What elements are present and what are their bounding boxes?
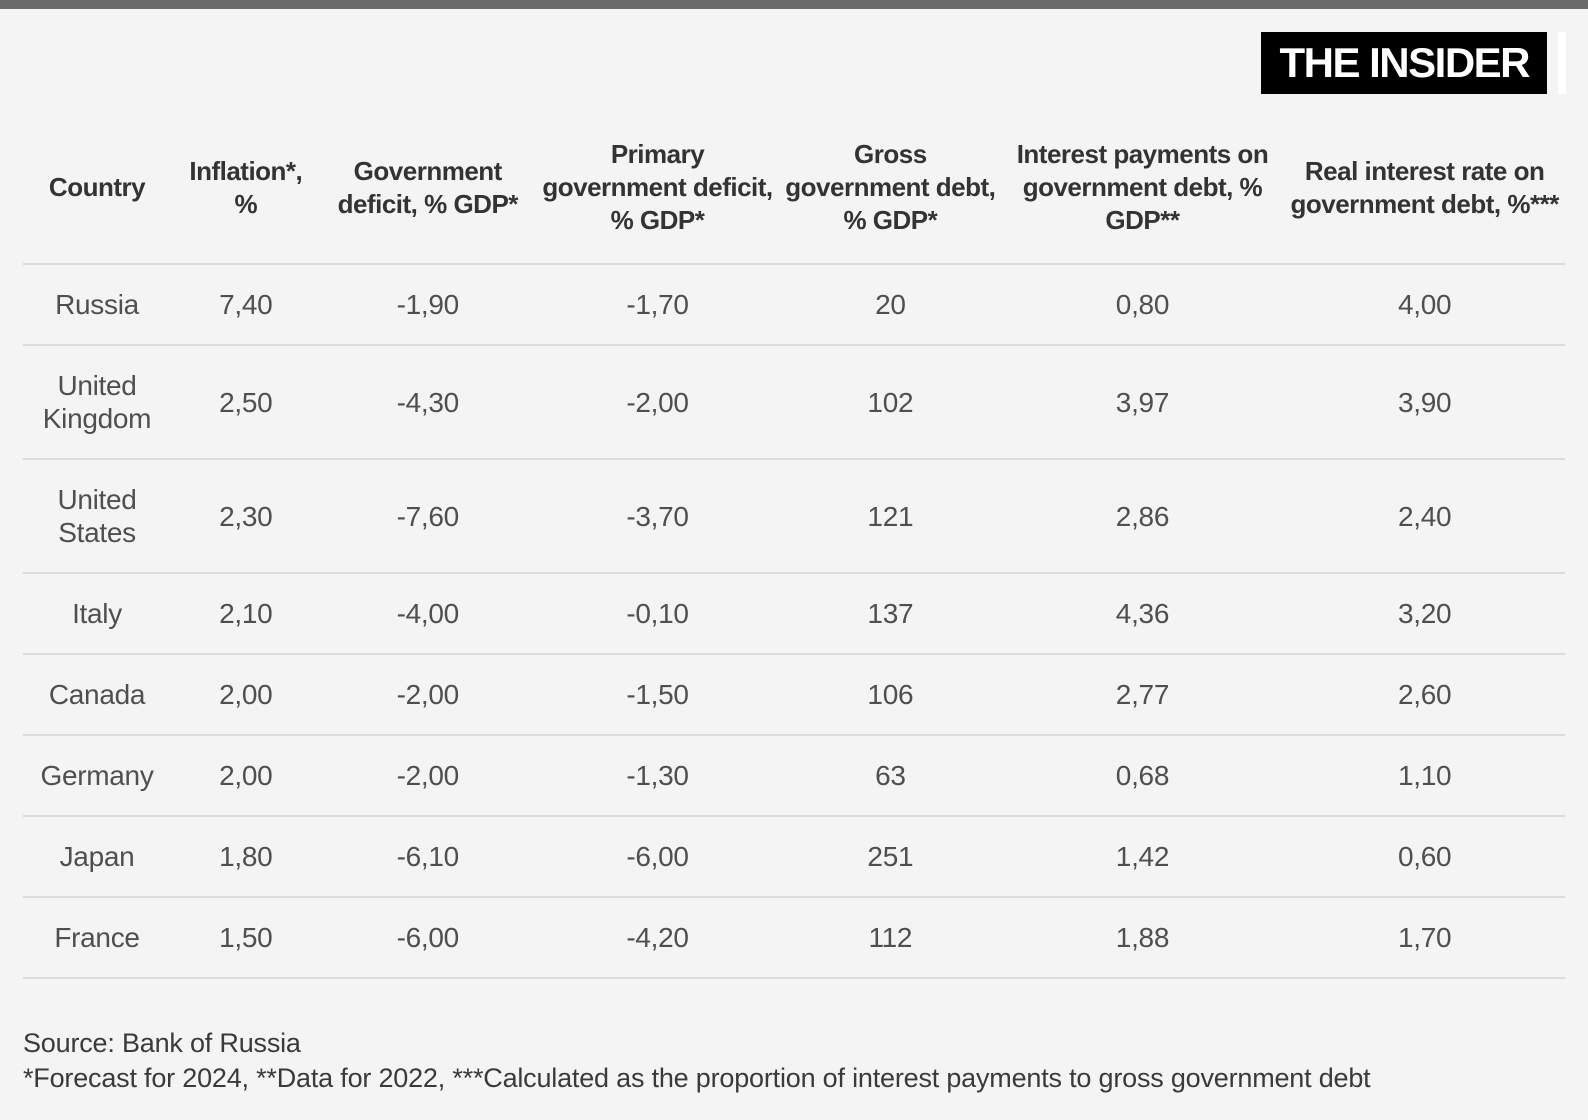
value-cell-inflation_pct: 2,00 [219, 679, 273, 710]
value-cell-gross_government_debt_pct_gdp: 251 [867, 841, 914, 872]
table-row: United Kingdom 2,50 -4,30 -2,00 102 3,97 3,90 [23, 345, 1565, 459]
value-cell-government_deficit_pct_gdp: -4,00 [396, 598, 460, 629]
column-header-interest_payments_on_debt_pct_gdp: Interest payments on government debt, % … [1016, 139, 1269, 235]
value-cell-primary_government_deficit_pct_gdp: -1,30 [626, 760, 689, 791]
value-cell-real_interest_rate_on_debt_pct: 4,00 [1398, 289, 1452, 320]
value-cell-gross_government_debt_pct_gdp: 137 [867, 598, 914, 629]
value-cell-primary_government_deficit_pct_gdp: -2,00 [626, 386, 689, 418]
column-header-government_deficit_pct_gdp: Government deficit, % GDP* [337, 155, 519, 219]
value-cell-primary_government_deficit_pct_gdp: -6,00 [626, 841, 689, 872]
value-cell-interest_payments_on_debt_pct_gdp: 1,88 [1115, 922, 1170, 953]
top-border-bar [0, 0, 1588, 9]
value-cell-gross_government_debt_pct_gdp: 106 [867, 679, 914, 710]
value-cell-government_deficit_pct_gdp: -6,10 [396, 841, 460, 872]
value-cell-real_interest_rate_on_debt_pct: 1,70 [1398, 922, 1452, 953]
value-cell-primary_government_deficit_pct_gdp: -1,70 [626, 289, 689, 320]
value-cell-inflation_pct: 7,40 [219, 289, 273, 320]
value-cell-real_interest_rate_on_debt_pct: 0,60 [1398, 841, 1452, 872]
table-row: Russia 7,40 -1,90 -1,70 20 0,80 4,00 [23, 264, 1565, 345]
table-row: France 1,50 -6,00 -4,20 112 1,88 1,70 [23, 897, 1565, 978]
value-cell-interest_payments_on_debt_pct_gdp: 3,97 [1115, 386, 1170, 418]
value-cell-government_deficit_pct_gdp: -7,60 [396, 500, 460, 532]
the-insider-logo: THE INSIDER [1261, 32, 1547, 94]
logo-cursor-bar [1558, 32, 1566, 94]
value-cell-real_interest_rate_on_debt_pct: 3,20 [1398, 598, 1452, 629]
value-cell-inflation_pct: 2,10 [219, 598, 273, 629]
table-row: United States 2,30 -7,60 -3,70 121 2,86 2,40 [23, 459, 1565, 573]
country-cell: Russia [55, 289, 139, 320]
value-cell-gross_government_debt_pct_gdp: 20 [875, 289, 906, 320]
value-cell-inflation_pct: 1,80 [219, 841, 273, 872]
value-cell-inflation_pct: 1,50 [219, 922, 273, 953]
value-cell-interest_payments_on_debt_pct_gdp: 4,36 [1115, 598, 1170, 629]
value-cell-inflation_pct: 2,00 [219, 760, 273, 791]
value-cell-gross_government_debt_pct_gdp: 63 [875, 760, 906, 791]
table-header: Country Inflation*, % Government deficit, … [23, 138, 1565, 264]
value-cell-gross_government_debt_pct_gdp: 112 [868, 922, 913, 953]
country-cell: Canada [48, 679, 146, 710]
value-cell-government_deficit_pct_gdp: -4,30 [396, 386, 460, 418]
value-cell-inflation_pct: 2,30 [219, 500, 273, 532]
value-cell-real_interest_rate_on_debt_pct: 1,10 [1398, 760, 1452, 791]
value-cell-real_interest_rate_on_debt_pct: 2,40 [1398, 500, 1452, 532]
country-cell: France [54, 922, 140, 953]
value-cell-government_deficit_pct_gdp: -6,00 [396, 922, 460, 953]
column-header-primary_government_deficit_pct_gdp: Primary government deficit, % GDP* [542, 139, 773, 235]
economic-indicators-table: Country Inflation*, % Government deficit, … [23, 138, 1565, 979]
table-row: Japan 1,80 -6,10 -6,00 251 1,42 0,60 [23, 816, 1565, 897]
value-cell-real_interest_rate_on_debt_pct: 2,60 [1398, 679, 1452, 710]
column-header-gross_government_debt_pct_gdp: Gross government debt, % GDP* [785, 139, 996, 235]
value-cell-primary_government_deficit_pct_gdp: -0,10 [626, 598, 689, 629]
value-cell-government_deficit_pct_gdp: -2,00 [396, 679, 460, 710]
value-cell-government_deficit_pct_gdp: -1,90 [396, 289, 460, 320]
column-header-real_interest_rate_on_debt_pct: Real interest rate on government debt, %… [1290, 155, 1559, 219]
country-cell: Italy [72, 598, 122, 629]
table-row: Germany 2,00 -2,00 -1,30 63 0,68 1,10 [23, 735, 1565, 816]
footer: Source: Bank of Russia *Forecast for 202… [23, 1026, 1371, 1096]
header-row: Country Inflation*, % Government deficit, … [23, 138, 1565, 264]
value-cell-primary_government_deficit_pct_gdp: -3,70 [626, 500, 689, 532]
column-header-inflation_pct: Inflation*, % [189, 155, 303, 219]
source-line: Source: Bank of Russia [23, 1028, 301, 1058]
table-body: Russia 7,40 -1,90 -1,70 20 0,80 4,00 United Kin… [23, 264, 1565, 978]
value-cell-interest_payments_on_debt_pct_gdp: 0,68 [1115, 760, 1170, 791]
value-cell-interest_payments_on_debt_pct_gdp: 1,42 [1115, 841, 1170, 872]
value-cell-government_deficit_pct_gdp: -2,00 [396, 760, 460, 791]
value-cell-interest_payments_on_debt_pct_gdp: 2,77 [1115, 679, 1170, 710]
value-cell-inflation_pct: 2,50 [219, 386, 273, 418]
value-cell-interest_payments_on_debt_pct_gdp: 0,80 [1115, 289, 1170, 320]
logo-text: THE INSIDER [1279, 39, 1530, 86]
value-cell-gross_government_debt_pct_gdp: 121 [867, 500, 914, 532]
table-row: Canada 2,00 -2,00 -1,50 106 2,77 2,60 [23, 654, 1565, 735]
value-cell-primary_government_deficit_pct_gdp: -1,50 [626, 679, 689, 710]
country-cell: Japan [59, 841, 135, 872]
country-cell: United States [57, 484, 137, 548]
country-cell: Germany [40, 760, 154, 791]
value-cell-real_interest_rate_on_debt_pct: 3,90 [1398, 386, 1452, 418]
value-cell-interest_payments_on_debt_pct_gdp: 2,86 [1115, 500, 1170, 532]
footnotes-line: *Forecast for 2024, **Data for 2022, ***… [23, 1063, 1371, 1093]
column-header-country: Country [48, 172, 146, 202]
table-row: Italy 2,10 -4,00 -0,10 137 4,36 3,20 [23, 573, 1565, 654]
country-cell: United Kingdom [42, 370, 152, 434]
value-cell-primary_government_deficit_pct_gdp: -4,20 [626, 922, 689, 953]
value-cell-gross_government_debt_pct_gdp: 102 [867, 386, 914, 418]
